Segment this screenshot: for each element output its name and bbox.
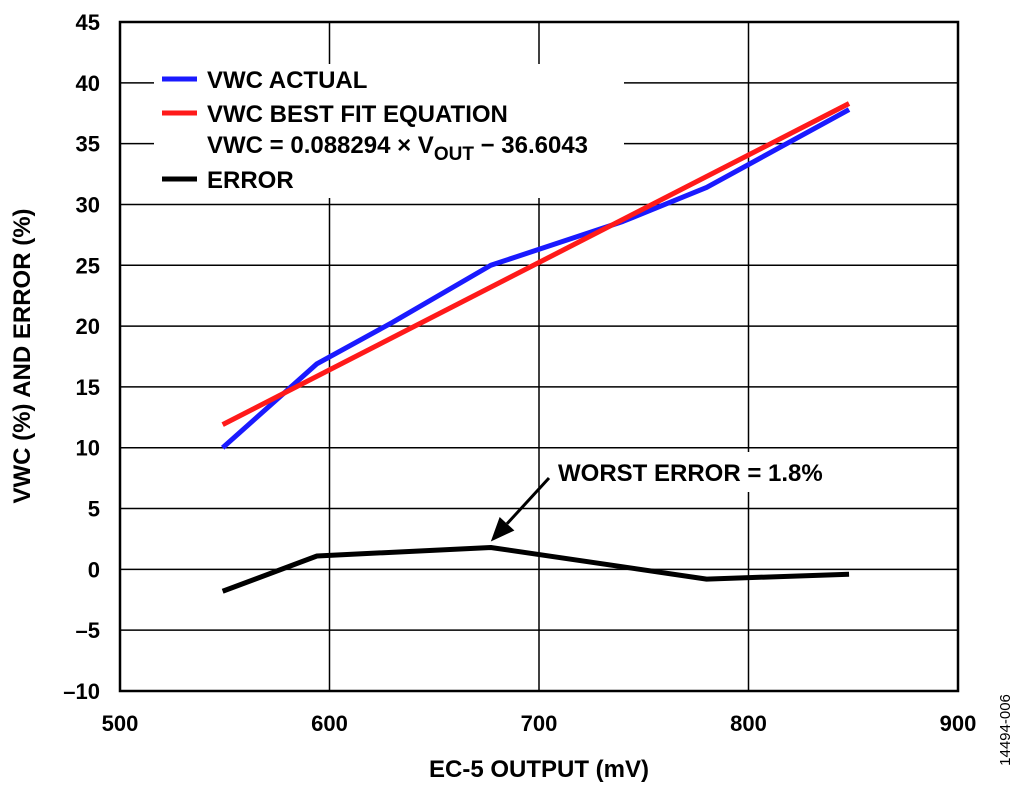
legend-background bbox=[154, 64, 624, 198]
arrow-head bbox=[490, 517, 515, 542]
y-tick-label: 5 bbox=[88, 497, 100, 522]
legend: VWC ACTUAL VWC BEST FIT EQUATION VWC = 0… bbox=[154, 64, 624, 198]
plot-frame bbox=[118, 20, 960, 693]
series-layer bbox=[220, 101, 851, 594]
y-axis-label: VWC (%) AND ERROR (%) bbox=[9, 208, 36, 503]
annotation-background bbox=[552, 452, 870, 492]
equation-suffix: − 36.6043 bbox=[474, 132, 588, 159]
annotation-arrow bbox=[490, 476, 551, 542]
x-tick-labels: 500 600 700 800 900 bbox=[102, 711, 977, 736]
y-tick-label: 35 bbox=[76, 132, 100, 157]
legend-label-error: ERROR bbox=[207, 167, 294, 194]
y-tick-label: 45 bbox=[76, 10, 100, 35]
arrow-shaft bbox=[505, 476, 551, 525]
equation-label: VWC = 0.088294 × VOUT − 36.6043 bbox=[207, 132, 588, 165]
x-tick-label: 600 bbox=[311, 711, 348, 736]
equation-subscript: OUT bbox=[434, 144, 475, 165]
x-axis-label: EC-5 OUTPUT (mV) bbox=[429, 756, 649, 783]
y-tick-label: 30 bbox=[76, 192, 100, 217]
y-tick-label: –5 bbox=[76, 618, 100, 643]
series-line-vwc-actual bbox=[220, 107, 851, 450]
y-tick-label: 15 bbox=[76, 375, 100, 400]
y-tick-label: 0 bbox=[88, 557, 100, 582]
series-line-error bbox=[221, 544, 850, 594]
y-tick-label: 40 bbox=[76, 71, 100, 96]
x-tick-label: 900 bbox=[940, 711, 977, 736]
x-tick-label: 500 bbox=[102, 711, 139, 736]
equation-prefix: VWC = 0.088294 × V bbox=[207, 132, 434, 159]
y-tick-label: 20 bbox=[76, 314, 100, 339]
y-tick-label: –10 bbox=[63, 679, 100, 704]
figure-id: 14494-006 bbox=[997, 694, 1014, 766]
grid bbox=[120, 22, 958, 691]
worst-error-annotation: WORST ERROR = 1.8% bbox=[558, 460, 823, 487]
y-tick-label: 10 bbox=[76, 436, 100, 461]
y-tick-label: 25 bbox=[76, 253, 100, 278]
x-tick-label: 800 bbox=[730, 711, 767, 736]
x-tick-label: 700 bbox=[521, 711, 558, 736]
legend-label-best-fit: VWC BEST FIT EQUATION bbox=[207, 101, 508, 128]
y-tick-labels: 45 40 35 30 25 20 15 10 5 0 –5 –10 bbox=[63, 10, 100, 704]
legend-label-actual: VWC ACTUAL bbox=[207, 67, 367, 94]
series-line-vwc-best-fit-equation bbox=[221, 101, 851, 427]
